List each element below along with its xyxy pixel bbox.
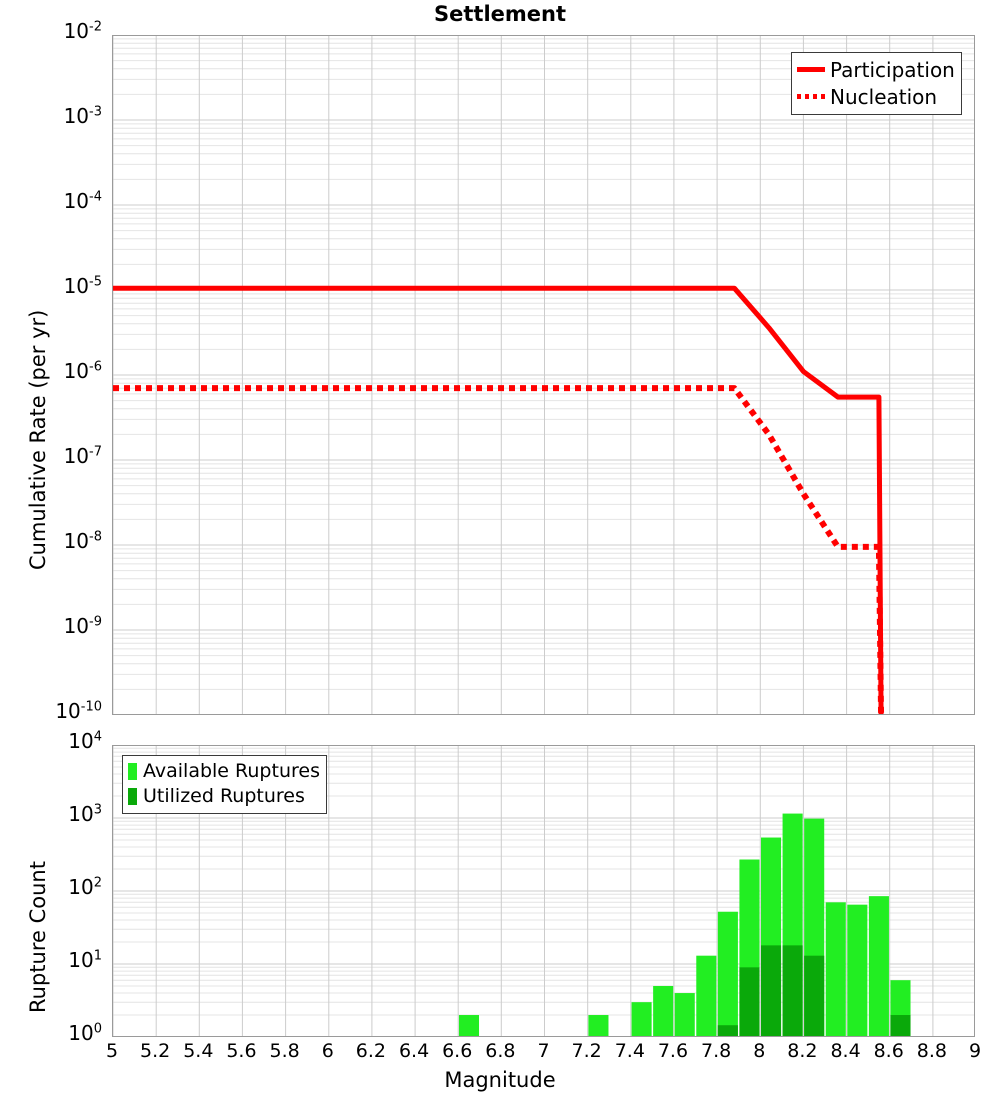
bar-available-ruptures bbox=[588, 1015, 609, 1036]
x-axis-tick: 7.6 bbox=[657, 1040, 689, 1062]
x-axis-tick: 7.8 bbox=[700, 1040, 732, 1062]
bottom-chart-legend: Available Ruptures Utilized Ruptures bbox=[122, 755, 327, 814]
x-axis-tick: 6 bbox=[321, 1040, 334, 1062]
x-axis-tick: 8.4 bbox=[830, 1040, 861, 1062]
x-axis-tick: 5 bbox=[105, 1040, 119, 1062]
x-axis-tick: 5.8 bbox=[269, 1040, 300, 1062]
x-axis-tick: 6.2 bbox=[355, 1040, 386, 1062]
available-ruptures-swatch-icon bbox=[128, 763, 137, 780]
dotted-line-icon bbox=[797, 94, 825, 99]
top-chart-y-tick: 10-9 bbox=[63, 614, 102, 638]
x-axis-tick: 8 bbox=[753, 1040, 766, 1062]
bar-utilized-ruptures bbox=[890, 1015, 911, 1036]
x-axis-tick: 8.6 bbox=[873, 1040, 904, 1062]
x-axis-tick: 6.4 bbox=[398, 1040, 430, 1062]
x-axis-label: Magnitude bbox=[444, 1068, 556, 1092]
x-axis-tick: 5.6 bbox=[226, 1040, 257, 1062]
legend-item-utilized-ruptures: Utilized Ruptures bbox=[128, 784, 320, 809]
top-chart-legend: Participation Nucleation bbox=[791, 52, 962, 115]
bar-utilized-ruptures bbox=[717, 1025, 738, 1036]
bar-available-ruptures bbox=[696, 955, 717, 1036]
legend-label-utilized-ruptures: Utilized Ruptures bbox=[143, 785, 305, 807]
legend-item-available-ruptures: Available Ruptures bbox=[128, 759, 320, 784]
bar-available-ruptures bbox=[458, 1015, 480, 1036]
x-axis-tick: 7.2 bbox=[571, 1040, 602, 1062]
bottom-chart-y-tick: 101 bbox=[68, 948, 102, 972]
x-axis-tick: 9 bbox=[968, 1040, 982, 1062]
bar-available-ruptures bbox=[868, 896, 889, 1036]
top-chart-canvas bbox=[113, 36, 974, 714]
bottom-chart-y-tick: 104 bbox=[68, 729, 102, 753]
top-chart-y-tick: 10-3 bbox=[63, 104, 102, 128]
bar-available-ruptures bbox=[653, 985, 674, 1036]
page-title: Settlement bbox=[434, 2, 566, 26]
x-axis-tick: 5.4 bbox=[183, 1040, 214, 1062]
x-axis-tick: 6.6 bbox=[442, 1040, 473, 1062]
top-chart-y-tick: 10-5 bbox=[63, 274, 102, 298]
bar-utilized-ruptures bbox=[782, 945, 803, 1036]
top-chart-y-tick: 10-8 bbox=[63, 529, 102, 553]
x-axis-tick: 5.2 bbox=[140, 1040, 171, 1062]
legend-item-participation: Participation bbox=[797, 56, 955, 83]
x-axis-tick: 8.8 bbox=[916, 1040, 947, 1062]
bar-available-ruptures bbox=[631, 1002, 652, 1036]
bar-available-ruptures bbox=[674, 993, 695, 1036]
top-chart-y-tick: 10-7 bbox=[63, 444, 102, 468]
bar-utilized-ruptures bbox=[739, 967, 760, 1036]
top-chart-y-tick: 10-2 bbox=[63, 19, 102, 43]
top-chart-y-tick: 10-10 bbox=[55, 699, 102, 723]
bar-utilized-ruptures bbox=[761, 945, 782, 1036]
bottom-chart-y-tick: 102 bbox=[68, 875, 102, 899]
x-axis-tick: 7 bbox=[537, 1040, 550, 1062]
solid-line-icon bbox=[797, 67, 825, 72]
bottom-chart-y-tick: 100 bbox=[68, 1021, 102, 1045]
bar-utilized-ruptures bbox=[804, 955, 825, 1036]
legend-label-nucleation: Nucleation bbox=[830, 84, 938, 109]
utilized-ruptures-swatch-icon bbox=[128, 788, 137, 805]
series-nucleation bbox=[113, 385, 885, 714]
bottom-chart-y-tick: 103 bbox=[68, 802, 102, 826]
top-chart-plot-area bbox=[112, 35, 975, 715]
top-chart-y-tick: 10-6 bbox=[63, 359, 102, 383]
legend-label-available-ruptures: Available Ruptures bbox=[143, 760, 320, 782]
legend-item-nucleation: Nucleation bbox=[797, 83, 955, 110]
bottom-chart-plot-area bbox=[112, 745, 975, 1037]
bar-available-ruptures bbox=[847, 904, 868, 1036]
x-axis-tick: 7.4 bbox=[614, 1040, 645, 1062]
top-chart-y-tick: 10-4 bbox=[63, 189, 102, 213]
series-participation bbox=[113, 285, 884, 714]
x-axis-tick: 6.8 bbox=[485, 1040, 516, 1062]
bar-available-ruptures bbox=[717, 911, 738, 1036]
legend-label-participation: Participation bbox=[830, 57, 955, 82]
bottom-chart-canvas bbox=[113, 746, 974, 1036]
bar-available-ruptures bbox=[825, 902, 846, 1036]
x-axis-tick: 8.2 bbox=[787, 1040, 818, 1062]
